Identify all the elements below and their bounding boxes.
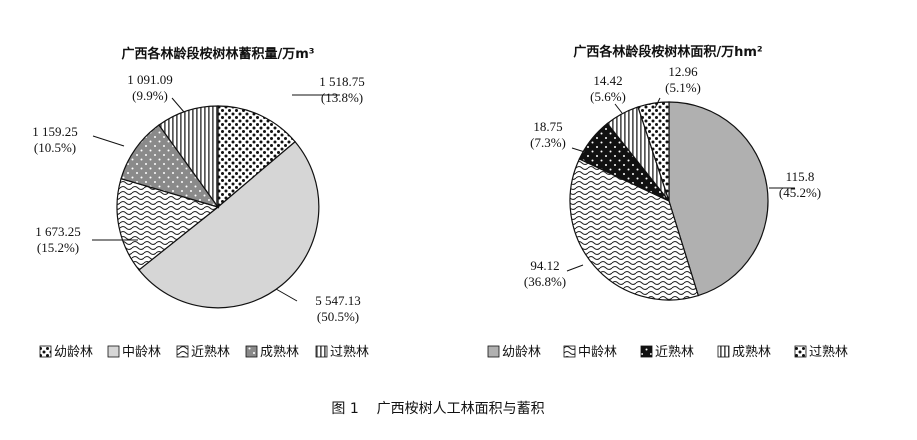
- pie-slice-1: [668, 101, 769, 297]
- pie-slice-5: [158, 105, 219, 209]
- chart-title: 广西各林龄段桉树林蓄积量/万m³: [122, 46, 315, 62]
- pie-slice-1: [217, 105, 296, 209]
- leader-line: [571, 147, 589, 154]
- legend-swatch: [245, 345, 258, 358]
- legend-swatch: [39, 345, 52, 358]
- legend-swatch: [176, 345, 189, 358]
- leader-line: [275, 288, 298, 302]
- slice-value-label: 14.42: [593, 73, 622, 88]
- slice-value-label: 18.75: [533, 119, 562, 134]
- pie-group: [569, 101, 769, 301]
- pie-slice-3: [116, 177, 220, 271]
- slice-percent-label: (15.2%): [37, 240, 79, 255]
- legend-label: 近熟林: [191, 344, 230, 360]
- pie-slice-2: [569, 158, 700, 301]
- slice-percent-label: (36.8%): [524, 274, 566, 289]
- slice-value-label: 1 159.25: [32, 124, 78, 139]
- slice-value-label: 115.8: [786, 169, 815, 184]
- slice-value-label: 94.12: [530, 258, 559, 273]
- leader-line: [654, 97, 661, 109]
- slice-percent-label: (13.8%): [321, 90, 363, 105]
- legend-label: 中龄林: [578, 345, 617, 360]
- legend-swatch: [640, 345, 653, 358]
- label-group: 115.8(45.2%) 94.12(36.8%) 18.75(7.3%) 14.42…: [524, 64, 821, 289]
- legend-label: 幼龄林: [502, 345, 541, 360]
- legend-label: 过熟林: [330, 344, 369, 360]
- chart-title: 广西各林龄段桉树林面积/万hm²: [573, 44, 762, 60]
- legend: 幼龄林 中龄林 近熟林 成熟林 过熟林: [487, 344, 848, 360]
- slice-value-label: 5 547.13: [315, 293, 361, 308]
- pie-slice-5: [637, 101, 670, 202]
- legend-label: 过熟林: [809, 344, 848, 360]
- label-group: 1 518.75(13.8%)5 547.13(50.5%)1 673.25(1…: [32, 72, 365, 324]
- legend: 幼龄林 中龄林 近熟林 成熟林 过熟林: [39, 344, 369, 360]
- figure-caption: 图 1 广西桉树人工林面积与蓄积: [331, 401, 544, 417]
- slice-percent-label: (50.5%): [317, 309, 359, 324]
- legend-swatch: [717, 345, 730, 358]
- legend-swatch: [107, 345, 120, 358]
- leader-line: [92, 135, 125, 147]
- leader-line: [171, 97, 185, 113]
- legend-swatch: [794, 345, 807, 358]
- slice-percent-label: (7.3%): [530, 135, 566, 150]
- chart-volume: 广西各林龄段桉树林蓄积量/万m³ 1 518.75(13.8%) 5 547.13…: [32, 46, 369, 360]
- pie-group: [116, 105, 320, 309]
- slice-value-label: 1 518.75: [319, 74, 365, 89]
- legend-swatch: [563, 345, 576, 358]
- leader-line: [614, 103, 623, 114]
- chart-area: 广西各林龄段桉树林面积/万hm² 115.8(45.2%) 94.12(36.8%…: [487, 44, 848, 360]
- legend-swatch: [487, 345, 500, 358]
- slice-value-label: 1 673.25: [35, 224, 81, 239]
- legend-label: 成熟林: [732, 344, 771, 360]
- slice-percent-label: (45.2%): [779, 185, 821, 200]
- leader-line: [566, 264, 584, 272]
- slice-percent-label: (9.9%): [132, 88, 168, 103]
- legend-label: 近熟林: [655, 344, 694, 360]
- slice-percent-label: (5.6%): [590, 89, 626, 104]
- slice-percent-label: (10.5%): [34, 140, 76, 155]
- pie-slice-2: [138, 140, 320, 309]
- legend-label: 幼龄林: [54, 345, 93, 360]
- slice-value-label: 12.96: [668, 64, 698, 79]
- legend-swatch: [315, 345, 328, 358]
- legend-label: 成熟林: [260, 344, 299, 360]
- legend-label: 中龄林: [122, 345, 161, 360]
- slice-value-label: 1 091.09: [127, 72, 173, 87]
- slice-percent-label: (5.1%): [665, 80, 701, 95]
